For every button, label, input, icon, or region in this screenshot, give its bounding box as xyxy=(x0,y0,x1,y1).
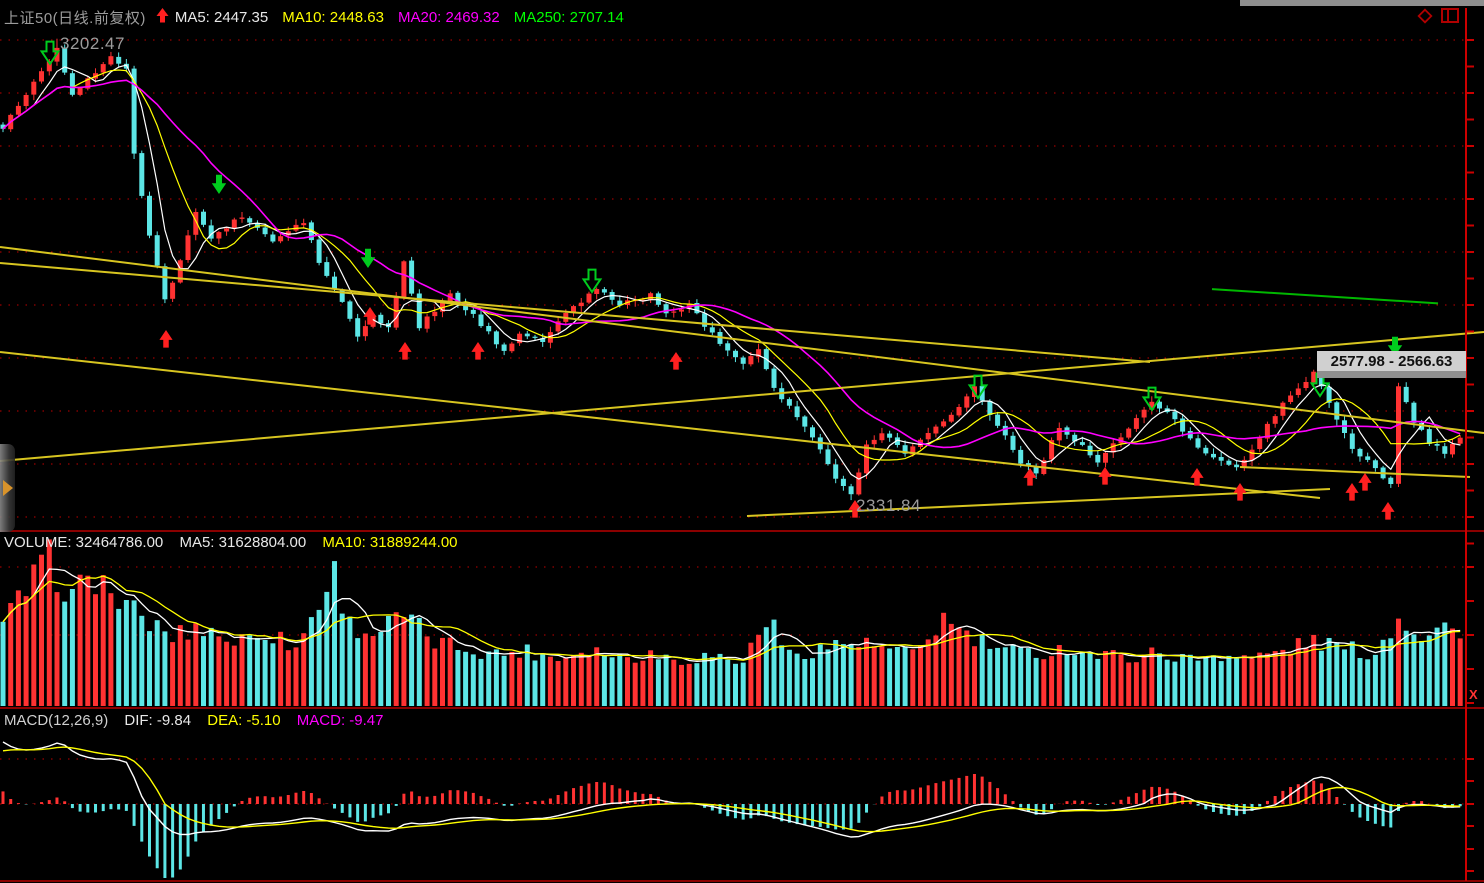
macd-dea-line xyxy=(2,746,1461,833)
sell-signal-arrow xyxy=(1387,336,1403,356)
buy-signal-arrow xyxy=(1098,467,1112,485)
volume-ma10-value-label: MA10: 31889244.00 xyxy=(322,534,458,551)
buy-signal-arrow xyxy=(669,352,683,370)
chart-header-bar: 上证50(日线.前复权) MA5: 2447.35 MA10: 2448.63 … xyxy=(0,6,1484,28)
gap-range-label: 2577.98 - 2566.63 xyxy=(1317,351,1466,371)
ma20-value-label: MA20: 2469.32 xyxy=(398,8,500,26)
right-axis-and-dividers xyxy=(0,8,1484,882)
period-high-label: 3202.47 xyxy=(60,34,125,53)
expand-right-icon xyxy=(3,480,13,496)
chart-title: 上证50(日线.前复权) xyxy=(4,9,146,27)
sell-signal-arrow xyxy=(211,174,227,194)
buy-signal-arrow xyxy=(1358,473,1372,491)
buy-signal-arrow xyxy=(1190,468,1204,486)
buy-signal-arrow xyxy=(159,330,173,348)
sell-signal-arrow-hollow xyxy=(1141,386,1163,412)
macd-params-label: MACD(12,26,9) xyxy=(4,712,109,729)
sell-signal-arrow-hollow xyxy=(39,40,61,66)
split-window-icon[interactable] xyxy=(1440,7,1460,25)
buy-signal-arrow xyxy=(363,307,377,325)
buy-signal-arrow xyxy=(1381,502,1395,520)
volume-ma-lines xyxy=(2,568,1461,662)
gap-range-label-shadow xyxy=(1317,371,1466,378)
volume-pane-header: VOLUME: 32464786.00 MA5: 31628804.00 MA1… xyxy=(4,534,470,551)
price-ma250-line xyxy=(1211,288,1439,305)
sell-signal-arrow-hollow xyxy=(967,374,989,400)
sell-signal-arrow-hollow xyxy=(581,268,603,294)
candlesticks-layer xyxy=(0,38,1463,501)
trendline[interactable] xyxy=(746,488,1331,517)
price-ma5-line xyxy=(2,64,1461,480)
volume-ma10-line xyxy=(2,575,1461,661)
window-chrome-strip xyxy=(1240,0,1484,6)
diamond-icon[interactable] xyxy=(1416,7,1434,25)
buy-signal-arrow xyxy=(848,500,862,518)
buy-signal-arrow xyxy=(471,342,485,360)
ma5-value-label: MA5: 2447.35 xyxy=(174,8,269,26)
trendline[interactable] xyxy=(1239,466,1471,478)
ma10-value-label: MA10: 2448.63 xyxy=(282,8,384,26)
buy-signal-arrow xyxy=(398,342,412,360)
trendline[interactable] xyxy=(0,246,1484,434)
macd-dif-value-label: DIF: -9.84 xyxy=(124,712,192,729)
signal-arrows-layer xyxy=(39,40,1403,520)
buy-signal-arrow xyxy=(1345,483,1359,501)
macd-dea-value-label: DEA: -5.10 xyxy=(207,712,281,729)
volume-bars-layer xyxy=(0,539,1463,706)
price-ma20-line xyxy=(2,79,1461,449)
buy-signal-icon xyxy=(156,7,169,27)
trendlines-layer[interactable] xyxy=(0,246,1484,517)
price-ma-lines xyxy=(2,64,1461,480)
trendline[interactable] xyxy=(0,262,1151,363)
macd-layer xyxy=(1,741,1462,878)
price-ma10-line xyxy=(2,69,1461,461)
macd-dif-line xyxy=(2,741,1461,838)
macd-pane-header: MACD(12,26,9) DIF: -9.84 DEA: -5.10 MACD… xyxy=(4,712,395,729)
buy-signal-arrow xyxy=(1233,483,1247,501)
volume-ma5-value-label: MA5: 31628804.00 xyxy=(179,534,307,551)
trendline[interactable] xyxy=(0,351,1321,499)
trendline[interactable] xyxy=(0,331,1484,462)
buy-signal-arrow xyxy=(1023,468,1037,486)
close-pane-button[interactable]: X xyxy=(1469,687,1478,702)
period-low-label: 2331.84 xyxy=(856,496,921,515)
macd-value-label: MACD: -9.47 xyxy=(296,712,384,729)
volume-value-label: VOLUME: 32464786.00 xyxy=(4,534,164,551)
volume-ma5-line xyxy=(2,568,1461,662)
left-panel-slider-handle[interactable] xyxy=(0,444,15,532)
sell-signal-arrow xyxy=(360,248,376,268)
ma250-value-label: MA250: 2707.14 xyxy=(513,8,624,26)
